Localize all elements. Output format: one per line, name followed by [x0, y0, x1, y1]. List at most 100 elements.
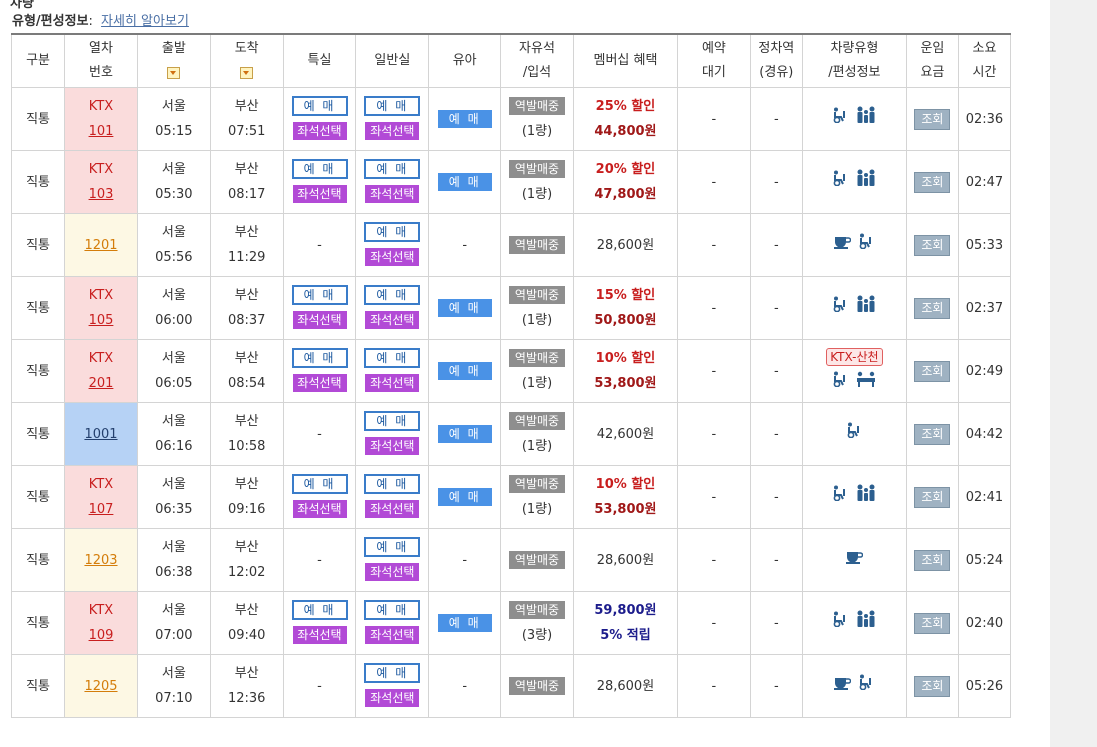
general-reserve-button[interactable]: 예 매: [364, 600, 421, 620]
fare-query-button[interactable]: 조회: [914, 234, 951, 256]
general-reserve-button[interactable]: 예 매: [364, 159, 421, 179]
cell-child: 예 매: [428, 465, 502, 529]
cell-member-benefit: 28,600원: [572, 213, 678, 277]
general-seat-select-button[interactable]: 좌석선택: [365, 626, 420, 644]
special-seat-select-button[interactable]: 좌석선택: [292, 500, 347, 518]
child-reserve-button[interactable]: 예 매: [437, 109, 492, 128]
train-number-link[interactable]: 1001: [84, 426, 118, 442]
fare-query-button[interactable]: 조회: [914, 108, 951, 130]
cell-vehicle-type: KTX-산천: [801, 339, 907, 403]
child-reserve-button[interactable]: 예 매: [437, 298, 492, 317]
fare-query-button[interactable]: 조회: [914, 612, 951, 634]
station-sale-badge: 역발매중: [509, 412, 565, 430]
train-schedule-table: 구분 열차 번호 출발 도착 특실 일반실 유아 자유석/입석 멤버십 혜택 예약…: [10, 33, 1012, 718]
cell-free-seat: 역발매중: [500, 213, 574, 277]
vehicle-icons: [831, 484, 877, 511]
general-reserve-button[interactable]: 예 매: [364, 222, 421, 242]
train-kind: 직통: [26, 300, 50, 316]
general-seat-select-button[interactable]: 좌석선택: [365, 122, 420, 140]
child-reserve-button[interactable]: 예 매: [437, 613, 492, 632]
fare-query-button[interactable]: 조회: [914, 423, 951, 445]
wheelchair-icon: [831, 107, 849, 132]
general-seat-select-button[interactable]: 좌석선택: [365, 374, 420, 392]
train-number-link[interactable]: 107: [88, 502, 114, 517]
stopover-value: -: [773, 174, 779, 190]
special-reserve-button[interactable]: 예 매: [291, 96, 348, 116]
travel-duration: 02:49: [965, 363, 1004, 379]
train-number-link[interactable]: 1203: [84, 552, 118, 568]
general-seat-select-button[interactable]: 좌석선택: [365, 563, 420, 581]
fare-query-button[interactable]: 조회: [914, 297, 951, 319]
general-reserve-button[interactable]: 예 매: [364, 474, 421, 494]
station-sale-badge: 역발매중: [509, 550, 565, 569]
train-number-link[interactable]: 201: [88, 376, 114, 391]
general-seat-select-button[interactable]: 좌석선택: [365, 689, 420, 707]
sort-icon[interactable]: [240, 66, 254, 79]
general-reserve-button[interactable]: 예 매: [364, 96, 421, 116]
train-kind: 직통: [26, 552, 50, 568]
special-reserve-button[interactable]: 예 매: [291, 600, 348, 620]
cell-duration: 04:42: [957, 402, 1012, 466]
special-reserve-button[interactable]: 예 매: [291, 159, 348, 179]
train-number-link[interactable]: 105: [88, 313, 114, 328]
child-unavailable: -: [462, 237, 468, 253]
general-reserve-button[interactable]: 예 매: [364, 411, 421, 431]
general-reserve-button[interactable]: 예 매: [364, 285, 421, 305]
general-seat-select-button[interactable]: 좌석선택: [365, 185, 420, 203]
cell-stopover: -: [749, 402, 803, 466]
header-child: 유아: [428, 33, 502, 88]
general-reserve-button[interactable]: 예 매: [364, 537, 421, 557]
cell-fare: 조회: [905, 591, 959, 655]
waitlist-value: -: [711, 678, 717, 694]
train-number-link[interactable]: 101: [88, 124, 114, 139]
special-reserve-button[interactable]: 예 매: [291, 474, 348, 494]
sort-icon[interactable]: [167, 66, 181, 79]
fare-query-button[interactable]: 조회: [914, 360, 951, 382]
cell-vehicle-type: [801, 591, 907, 655]
child-reserve-button[interactable]: 예 매: [437, 361, 492, 380]
special-seat-select-button[interactable]: 좌석선택: [292, 311, 347, 329]
train-number-link[interactable]: 109: [88, 628, 114, 643]
train-kind: 직통: [26, 615, 50, 631]
free-car-count: (1량): [521, 187, 553, 202]
depart-station: 서울: [161, 99, 186, 114]
special-seat-select-button[interactable]: 좌석선택: [292, 122, 347, 140]
waitlist-value: -: [711, 489, 717, 505]
cell-child: 예 매: [428, 276, 502, 340]
learn-more-link[interactable]: 자세히 알아보기: [101, 14, 189, 29]
depart-time: 07:00: [155, 628, 193, 643]
train-kind: 직통: [26, 174, 50, 190]
special-seat-select-button[interactable]: 좌석선택: [292, 626, 347, 644]
special-reserve-button[interactable]: 예 매: [291, 285, 348, 305]
general-seat-select-button[interactable]: 좌석선택: [365, 437, 420, 455]
fare-query-button[interactable]: 조회: [914, 486, 951, 508]
fare-query-button[interactable]: 조회: [914, 675, 951, 697]
table-row: 직통 1205 서울 07:10 부산 12:36 - 예 매 좌석선택 - 역발매중 28,600원…: [10, 654, 1012, 718]
fare-query-button[interactable]: 조회: [914, 549, 951, 571]
train-number-link[interactable]: 1201: [84, 237, 118, 253]
arrive-time: 08:37: [227, 313, 266, 328]
arrive-station: 부산: [234, 477, 259, 492]
travel-duration: 02:40: [965, 615, 1004, 631]
train-kind: 직통: [26, 363, 50, 379]
general-seat-select-button[interactable]: 좌석선택: [365, 311, 420, 329]
child-reserve-button[interactable]: 예 매: [437, 172, 492, 191]
fare-query-button[interactable]: 조회: [914, 171, 951, 193]
special-seat-select-button[interactable]: 좌석선택: [292, 185, 347, 203]
special-seat-select-button[interactable]: 좌석선택: [292, 374, 347, 392]
train-number-link[interactable]: 103: [88, 187, 114, 202]
child-reserve-button[interactable]: 예 매: [437, 424, 492, 443]
depart-time: 07:10: [155, 691, 193, 706]
general-reserve-button[interactable]: 예 매: [364, 348, 421, 368]
general-seat-select-button[interactable]: 좌석선택: [365, 248, 420, 266]
general-reserve-button[interactable]: 예 매: [364, 663, 421, 683]
special-reserve-button[interactable]: 예 매: [291, 348, 348, 368]
general-seat-select-button[interactable]: 좌석선택: [365, 500, 420, 518]
vehicle-icons: [845, 548, 864, 573]
train-name: KTX: [88, 477, 114, 492]
child-reserve-button[interactable]: 예 매: [437, 487, 492, 506]
train-number-link[interactable]: 1205: [84, 678, 118, 694]
